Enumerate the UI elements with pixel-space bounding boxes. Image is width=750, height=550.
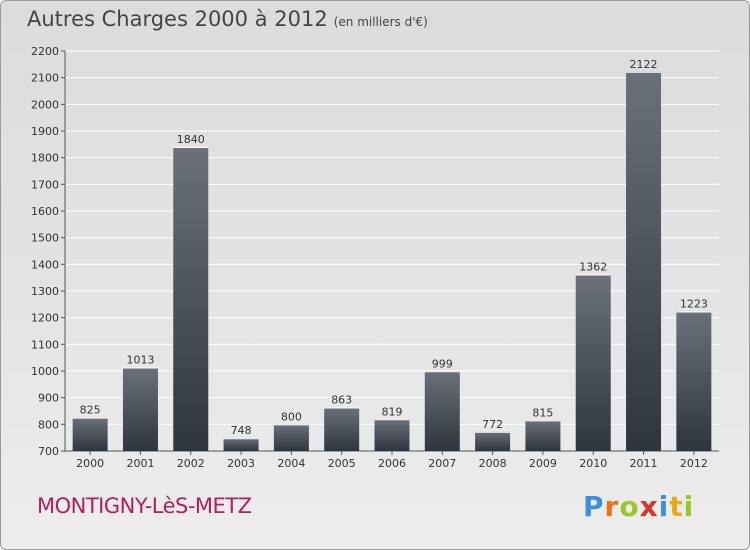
- y-tick-label: 1000: [31, 365, 59, 378]
- bar: [223, 438, 259, 451]
- y-tick-label: 1200: [31, 312, 59, 325]
- y-tick-label: 1300: [31, 285, 59, 298]
- y-tick-label: 1100: [31, 338, 59, 351]
- y-tick-label: 1500: [31, 232, 59, 245]
- bars: [72, 71, 712, 452]
- chart-title-text: Autres Charges 2000 à 2012: [27, 7, 328, 31]
- y-tick-label: 1600: [31, 205, 59, 218]
- y-tick-label: 2100: [31, 72, 59, 85]
- bar: [676, 311, 712, 451]
- bar: [475, 431, 511, 451]
- x-tick-label: 2003: [227, 457, 255, 470]
- x-tick-label: 2000: [76, 457, 104, 470]
- data-label: 800: [281, 410, 302, 423]
- data-label: 863: [331, 394, 352, 407]
- bar: [525, 420, 561, 451]
- bar: [122, 367, 158, 451]
- y-tick-label: 1400: [31, 258, 59, 271]
- data-label: 772: [482, 418, 503, 431]
- chart-title: Autres Charges 2000 à 2012 (en milliers d…: [27, 7, 428, 31]
- bar: [575, 274, 611, 451]
- x-tick-label: 2005: [328, 457, 356, 470]
- logo-letter: t: [669, 490, 684, 523]
- y-tick-label: 800: [38, 418, 59, 431]
- grid-lines: [65, 50, 719, 452]
- bar: [324, 407, 360, 451]
- chart-subtitle: (en milliers d'€): [333, 15, 428, 29]
- y-tick-label: 1700: [31, 178, 59, 191]
- y-tick-label: 2000: [31, 98, 59, 111]
- y-tick-label: 700: [38, 445, 59, 458]
- data-label: 819: [382, 405, 403, 418]
- bar: [72, 417, 108, 451]
- y-tick-label: 1800: [31, 152, 59, 165]
- x-tick-label: 2009: [529, 457, 557, 470]
- x-tick-label: 2001: [126, 457, 154, 470]
- bar: [273, 424, 309, 451]
- data-label: 999: [432, 357, 453, 370]
- bar: [424, 371, 460, 451]
- logo-letter: i: [658, 490, 670, 523]
- logo-letter: P: [583, 490, 605, 523]
- x-tick-label: 2012: [680, 457, 708, 470]
- x-tick-label: 2007: [428, 457, 456, 470]
- x-tick-label: 2002: [177, 457, 205, 470]
- logo-letter: x: [639, 490, 659, 523]
- data-label: 748: [231, 424, 252, 437]
- x-tick-label: 2006: [378, 457, 406, 470]
- data-label: 1223: [680, 298, 708, 311]
- y-tick-label: 1900: [31, 125, 59, 138]
- data-label: 1013: [126, 354, 154, 367]
- x-tick-label: 2008: [479, 457, 507, 470]
- bar: [374, 419, 410, 451]
- x-tick-label: 2010: [579, 457, 607, 470]
- data-labels: 825 1013 1840 748 800 863 819 999 772 815 1362 2122…: [80, 58, 708, 437]
- proxiti-logo: Proxiti: [583, 490, 694, 523]
- x-tick-label: 2011: [630, 457, 658, 470]
- data-label: 2122: [630, 58, 658, 71]
- bar: [626, 71, 662, 452]
- data-label: 1362: [579, 260, 607, 273]
- data-label: 825: [80, 404, 101, 417]
- x-tick-label: 2004: [277, 457, 305, 470]
- logo-letter: i: [683, 490, 695, 523]
- y-tick-label: 900: [38, 392, 59, 405]
- bar: [173, 147, 209, 451]
- city-name: MONTIGNY-LèS-METZ: [37, 494, 252, 518]
- logo-letter: o: [619, 490, 640, 523]
- y-tick-label: 2200: [31, 45, 59, 58]
- logo-letter: r: [604, 490, 620, 523]
- data-label: 1840: [177, 133, 205, 146]
- data-label: 815: [532, 406, 553, 419]
